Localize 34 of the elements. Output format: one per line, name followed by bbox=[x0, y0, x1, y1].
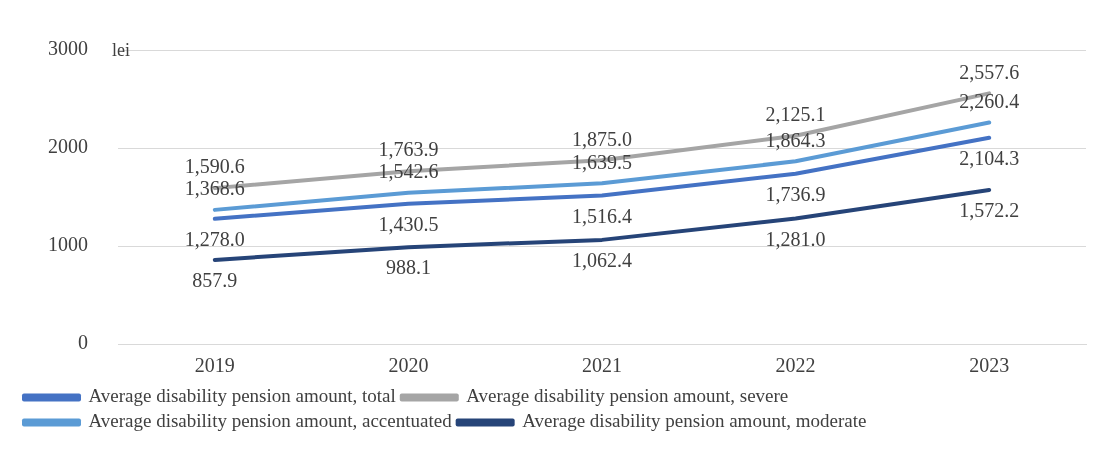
y-tick-label: 0 bbox=[78, 331, 88, 354]
legend-label: Average disability pension amount, severe bbox=[466, 385, 789, 407]
data-label: 1,368.6 bbox=[184, 177, 245, 200]
y-tick-label: 3000 bbox=[48, 37, 88, 60]
data-label: 1,864.3 bbox=[765, 128, 826, 151]
data-label: 1,639.5 bbox=[572, 150, 632, 173]
data-label: 857.9 bbox=[192, 269, 238, 292]
data-label: 1,875.0 bbox=[572, 127, 632, 150]
data-label: 2,260.4 bbox=[959, 89, 1020, 112]
data-label: 1,590.6 bbox=[184, 155, 245, 178]
legend-label: Average disability pension amount, total bbox=[88, 385, 396, 407]
data-label: 2,125.1 bbox=[765, 102, 826, 125]
data-label: 1,062.4 bbox=[572, 249, 632, 272]
data-label: 1,763.9 bbox=[378, 138, 439, 161]
x-tick-label: 2020 bbox=[388, 354, 429, 377]
legend-label: Average disability pension amount, accentuated bbox=[88, 410, 453, 432]
y-tick-label: 1000 bbox=[48, 233, 88, 256]
data-label: 1,542.6 bbox=[378, 160, 439, 183]
data-label: 1,278.0 bbox=[184, 228, 245, 251]
data-label: 2,104.3 bbox=[959, 147, 1020, 170]
data-label: 1,281.0 bbox=[765, 227, 826, 250]
x-tick-label: 2019 bbox=[194, 354, 235, 377]
data-label: 1,572.2 bbox=[959, 199, 1020, 222]
y-tick-label: 2000 bbox=[48, 135, 88, 158]
data-label: 988.1 bbox=[385, 256, 431, 279]
y-axis-title: lei bbox=[112, 39, 130, 60]
data-label: 1,430.5 bbox=[378, 213, 439, 236]
x-tick-label: 2022 bbox=[775, 354, 816, 377]
data-label: 1,516.4 bbox=[572, 204, 632, 227]
legend-label: Average disability pension amount, moderate bbox=[522, 410, 867, 432]
x-tick-label: 2023 bbox=[969, 354, 1010, 377]
data-label: 2,557.6 bbox=[959, 60, 1020, 83]
x-tick-label: 2021 bbox=[582, 354, 622, 377]
data-label: 1,736.9 bbox=[765, 183, 826, 206]
